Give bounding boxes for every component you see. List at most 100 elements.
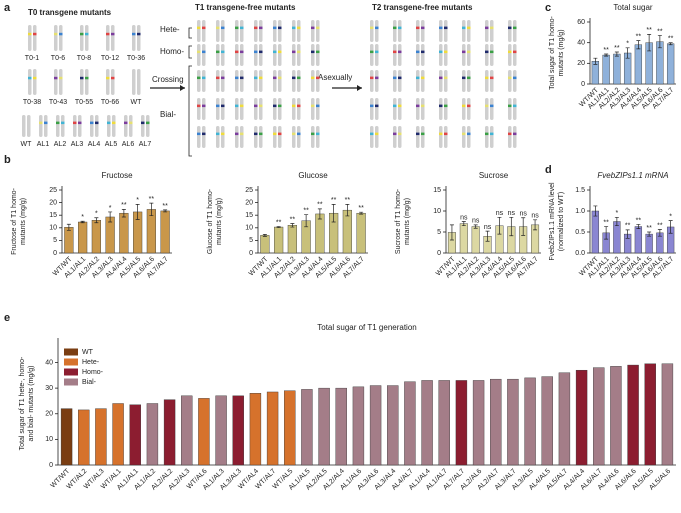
chromosome — [137, 25, 141, 51]
chromosome — [146, 115, 150, 137]
bar — [198, 398, 210, 466]
chromosome — [416, 20, 420, 42]
y-tick-label: 0.5 — [575, 229, 585, 236]
mutation-band — [490, 26, 494, 30]
mutation-band — [462, 76, 466, 80]
chromosome — [59, 25, 63, 51]
chromosome — [235, 20, 239, 42]
chart-title: Fructose — [101, 171, 133, 180]
significance-label: ** — [603, 47, 609, 54]
chromosome — [235, 44, 239, 66]
chromosome — [375, 70, 379, 92]
chromosome — [216, 98, 220, 120]
bar — [146, 403, 159, 466]
mutation-band — [316, 104, 320, 108]
mutation-band — [216, 104, 220, 108]
chromosome — [235, 98, 239, 120]
mutation-band — [106, 76, 110, 80]
mutation-band — [375, 50, 379, 54]
chromosome — [28, 69, 32, 95]
mutation-band — [311, 132, 315, 136]
mutation-band — [421, 132, 425, 136]
bar — [274, 226, 284, 254]
line-label: WT — [21, 141, 33, 148]
y-tick-label: 25 — [49, 187, 57, 194]
y-axis-label: and bial- mutants (mg/g) — [28, 366, 35, 442]
line-label: AL3 — [71, 141, 84, 148]
chromosome — [316, 44, 320, 66]
chromosome — [297, 98, 301, 120]
mutation-band — [375, 132, 379, 136]
chromosome — [444, 44, 448, 66]
error-bar — [625, 229, 630, 239]
mutation-band — [85, 32, 89, 36]
chromosome — [129, 115, 133, 137]
error-bar — [449, 224, 454, 241]
chromosome — [240, 70, 244, 92]
chromosome — [485, 20, 489, 42]
mutation-band — [90, 121, 94, 125]
error-bar — [614, 216, 619, 227]
chromosome — [254, 70, 258, 92]
mutation-band — [490, 50, 494, 54]
chart-title: FvebZIPs1.1 mRNA — [597, 171, 668, 180]
chromosome — [370, 98, 374, 120]
mutation-band — [316, 50, 320, 54]
mutation-band — [240, 76, 244, 80]
legend-label: Homo- — [82, 369, 104, 376]
bar — [455, 380, 468, 466]
mutation-band — [393, 76, 397, 80]
significance-label: * — [616, 210, 619, 217]
error-bar — [276, 226, 281, 228]
bar — [490, 378, 502, 466]
chromosome — [297, 70, 301, 92]
chromosome — [421, 20, 425, 42]
arrow-head — [180, 85, 185, 91]
chart-title: Total sugar of T1 generation — [317, 323, 416, 332]
chromosome — [490, 20, 494, 42]
chromosome — [421, 98, 425, 120]
chromosome — [292, 44, 296, 66]
chromosome — [490, 126, 494, 148]
chromosome — [292, 70, 296, 92]
chromosome — [28, 25, 32, 51]
error-bar — [636, 40, 641, 50]
chromosome — [462, 44, 466, 66]
significance-label: ** — [657, 28, 663, 35]
mutation-band — [235, 76, 239, 80]
bar — [105, 216, 115, 254]
chromosome — [273, 126, 277, 148]
chromosome — [416, 44, 420, 66]
mutation-band — [467, 132, 471, 136]
mutation-band — [485, 50, 489, 54]
error-bar — [636, 224, 641, 229]
significance-label: ns — [460, 214, 468, 221]
significance-label: ** — [614, 45, 620, 52]
significance-label: ** — [345, 197, 351, 204]
y-tick-label: 20 — [577, 60, 585, 67]
bar — [249, 393, 262, 466]
mutation-band — [467, 104, 471, 108]
mutation-band — [462, 26, 466, 30]
chromosome — [259, 70, 263, 92]
chromosome — [124, 115, 128, 137]
chromosome — [490, 98, 494, 120]
mutation-band — [292, 104, 296, 108]
chromosome — [393, 126, 397, 148]
y-tick-label: 0.0 — [575, 250, 585, 257]
bar — [575, 369, 588, 466]
bar — [78, 409, 90, 466]
chromosome — [311, 20, 315, 42]
chromosome — [311, 44, 315, 66]
chromosome — [393, 98, 397, 120]
y-tick-label: 0 — [53, 250, 57, 257]
y-tick-label: 10 — [245, 225, 253, 232]
mutation-band — [61, 121, 65, 125]
t0-label: T0-55 — [75, 99, 93, 106]
error-bar — [593, 205, 598, 217]
error-bar — [593, 57, 598, 65]
error-bar — [521, 217, 526, 236]
y-tick-label: 15 — [245, 212, 253, 219]
chromosome — [107, 115, 111, 137]
mutation-band — [202, 132, 206, 136]
